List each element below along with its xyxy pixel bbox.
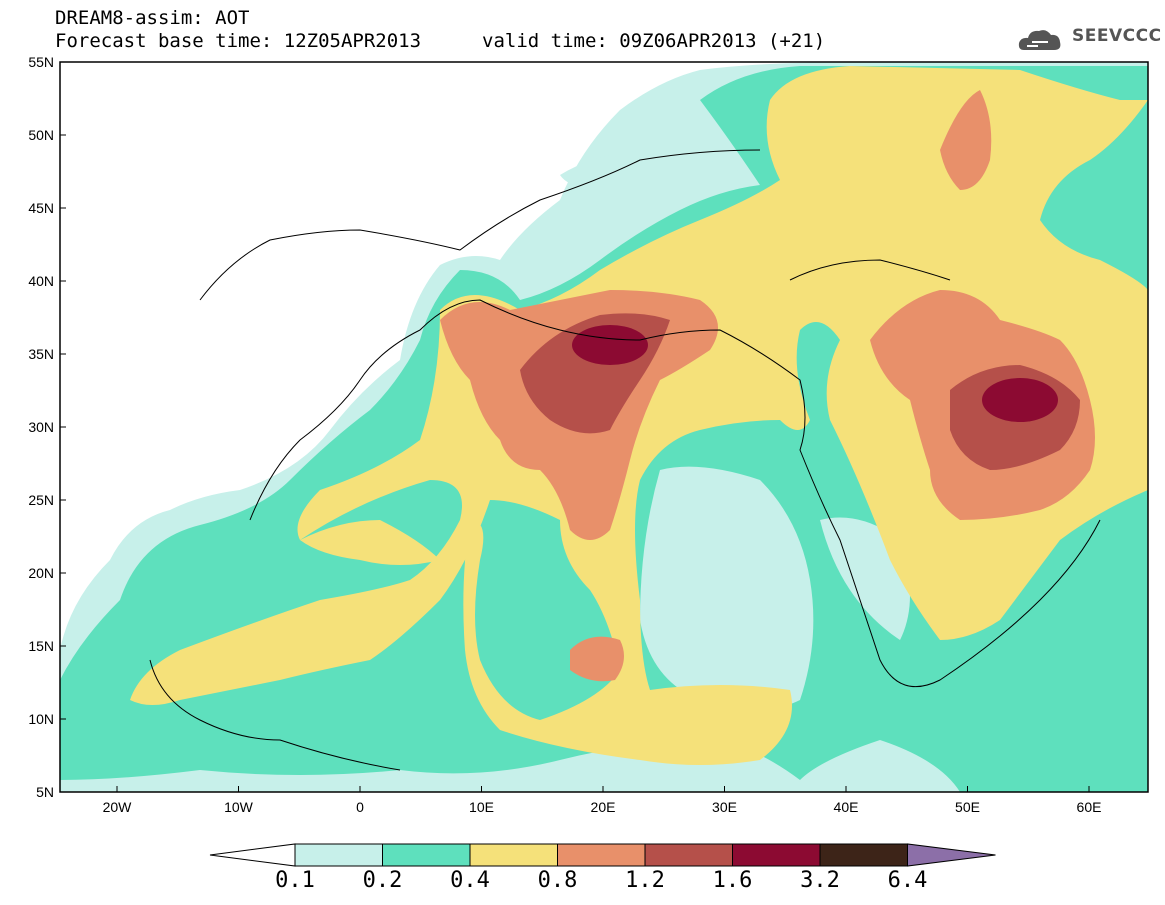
- colorbar-min-arrow: [209, 843, 296, 867]
- lat-label: 55N: [28, 54, 54, 70]
- logo-text: SEEVCCC: [1072, 26, 1162, 46]
- latitude-axis: 55N 50N 45N 40N 35N 30N 25N 20N 15N 10N 5N: [28, 54, 66, 800]
- colorbar-label: 0.2: [362, 868, 403, 893]
- lon-label: 20E: [591, 799, 616, 815]
- lat-label: 10N: [28, 711, 54, 727]
- lat-label: 40N: [28, 273, 54, 289]
- colorbar-segment: [819, 843, 908, 867]
- lon-label: 20W: [103, 799, 133, 815]
- colorbar-label: 0.8: [537, 868, 578, 893]
- lat-label: 45N: [28, 200, 54, 216]
- map-title: DREAM8-assim: AOT: [55, 7, 250, 29]
- colorbar-label: 1.6: [712, 868, 753, 893]
- colorbar-segment: [382, 843, 471, 867]
- forecast-base-time: Forecast base time: 12Z05APR2013: [55, 30, 422, 52]
- lat-label: 30N: [28, 419, 54, 435]
- aot-band-1.6: [572, 325, 1058, 422]
- lon-label: 0: [356, 799, 364, 815]
- lat-label: 35N: [28, 346, 54, 362]
- valid-time: valid time: 09Z06APR2013 (+21): [482, 30, 826, 52]
- lon-label: 50E: [955, 799, 980, 815]
- colorbar-segment: [644, 843, 733, 867]
- lat-label: 25N: [28, 492, 54, 508]
- lon-label: 60E: [1077, 799, 1102, 815]
- colorbar-segment: [732, 843, 821, 867]
- lon-label: 40E: [834, 799, 859, 815]
- colorbar-segment: [294, 843, 383, 867]
- lon-label: 10E: [469, 799, 494, 815]
- lon-label: 10W: [224, 799, 254, 815]
- longitude-axis: 20W 10W 0 10E 20E 30E 40E 50E 60E: [103, 786, 1102, 815]
- colorbar-label: 1.2: [625, 868, 665, 893]
- lat-label: 50N: [28, 127, 54, 143]
- colorbar-segment: [557, 843, 646, 867]
- colorbar-segment: [469, 843, 558, 867]
- colorbar-label: 3.2: [800, 868, 840, 893]
- coastlines: [149, 149, 1101, 771]
- colorbar-label: 0.4: [450, 868, 490, 893]
- lon-label: 30E: [712, 799, 737, 815]
- colorbar: [209, 843, 996, 867]
- lat-label: 15N: [28, 638, 54, 654]
- colorbar-label: 6.4: [887, 868, 928, 893]
- lat-label: 20N: [28, 565, 54, 581]
- colorbar-label: 0.1: [275, 868, 315, 893]
- colorbar-max-arrow: [907, 843, 996, 867]
- cloud-logo-icon: [1018, 30, 1061, 50]
- lat-label: 5N: [36, 784, 54, 800]
